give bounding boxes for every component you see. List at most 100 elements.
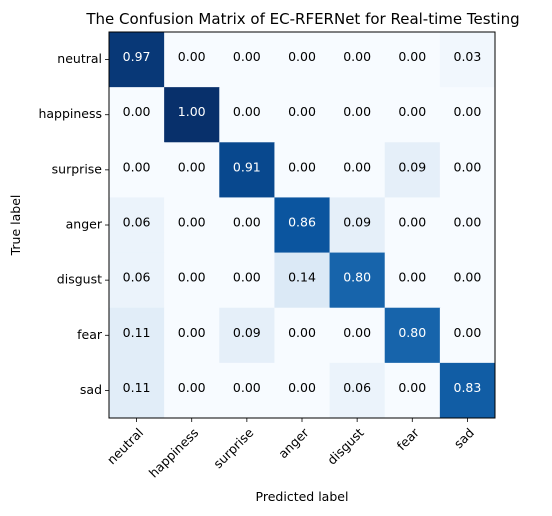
x-tick-label: fear: [394, 424, 423, 453]
heatmap-cell: [329, 87, 386, 143]
cell-value-label: 0.97: [123, 49, 151, 64]
chart-title: The Confusion Matrix of EC-RFERNet for R…: [85, 10, 519, 28]
cell-value-label: 0.00: [454, 159, 482, 174]
heatmap-cell: [109, 307, 165, 364]
cell-value-label: 0.00: [343, 104, 371, 119]
heatmap-cell: [274, 307, 331, 364]
heatmap-cell: [164, 87, 220, 143]
y-tick-label: anger: [66, 217, 103, 232]
x-tick-label: neutral: [104, 425, 146, 467]
cell-value-label: 0.00: [288, 159, 316, 174]
cell-value-label: 0.06: [123, 270, 151, 285]
cell-value-label: 0.00: [343, 49, 371, 64]
y-tick-label: neutral: [57, 51, 102, 66]
heatmap-cell: [384, 197, 441, 254]
heatmap-cell: [384, 87, 441, 143]
cell-value-label: 0.11: [123, 380, 151, 395]
cell-value-label: 0.00: [398, 380, 426, 395]
heatmap-cell: [219, 362, 275, 419]
heatmap-cell: [274, 87, 331, 143]
y-tick-label: surprise: [52, 161, 103, 176]
cell-value-label: 0.80: [398, 325, 426, 340]
cell-value-label: 0.06: [343, 380, 371, 395]
heatmap-cell: [439, 32, 496, 88]
heatmap-cell: [219, 252, 275, 309]
y-axis-ticks: neutral happiness surprise anger disgust fear…: [38, 51, 109, 397]
cell-value-label: 0.00: [233, 380, 261, 395]
heatmap-cells: [109, 32, 496, 419]
heatmap-cell: [109, 362, 165, 419]
heatmap-cell: [274, 252, 331, 309]
heatmap-cell: [219, 142, 275, 198]
y-tick-label: fear: [77, 327, 103, 342]
cell-value-label: 0.03: [454, 49, 482, 64]
cell-value-label: 0.00: [123, 159, 151, 174]
cell-value-label: 0.00: [233, 104, 261, 119]
cell-value-label: 0.09: [398, 159, 426, 174]
x-axis-ticks: neutral happiness surprise anger disgust fear…: [104, 418, 477, 481]
y-tick-label: sad: [80, 382, 102, 397]
heatmap-cell: [274, 32, 331, 88]
x-tick-label: surprise: [210, 425, 256, 471]
cell-value-label: 0.00: [178, 215, 206, 230]
cell-value-label: 0.00: [343, 159, 371, 174]
heatmap-cell: [164, 197, 220, 254]
heatmap-cell: [384, 32, 441, 88]
heatmap-cell: [164, 307, 220, 364]
cell-value-label: 0.00: [343, 325, 371, 340]
heatmap-cell: [109, 87, 165, 143]
heatmap-cell: [109, 142, 165, 198]
heatmap-cell: [439, 142, 496, 198]
y-axis-label: True label: [8, 195, 23, 257]
cell-value-label: 0.14: [288, 270, 316, 285]
cell-value-label: 0.00: [288, 380, 316, 395]
cell-value-label: 0.00: [398, 215, 426, 230]
cell-value-label: 0.00: [288, 49, 316, 64]
x-tick-label: anger: [275, 424, 312, 461]
heatmap-cell-labels: 0.97 0.00 0.00 0.00 0.00 0.00 0.03 0.00 1.00 0.00…: [123, 49, 482, 395]
cell-value-label: 0.86: [288, 215, 316, 230]
cell-value-label: 0.06: [123, 215, 151, 230]
heatmap-cell: [439, 197, 496, 254]
cell-value-label: 0.11: [123, 325, 151, 340]
cell-value-label: 0.00: [233, 49, 261, 64]
heatmap-cell: [164, 252, 220, 309]
heatmap-cell: [164, 32, 220, 88]
heatmap-cell: [439, 252, 496, 309]
cell-value-label: 0.00: [288, 325, 316, 340]
cell-value-label: 0.00: [178, 380, 206, 395]
heatmap-cell: [219, 197, 275, 254]
cell-value-label: 0.00: [454, 104, 482, 119]
cell-value-label: 0.00: [233, 270, 261, 285]
heatmap-cell: [329, 197, 386, 254]
cell-value-label: 0.00: [454, 325, 482, 340]
heatmap-cell: [329, 307, 386, 364]
heatmap-cell: [329, 362, 386, 419]
heatmap-cell: [274, 142, 331, 198]
cell-value-label: 0.00: [178, 325, 206, 340]
cell-value-label: 0.00: [454, 270, 482, 285]
cell-value-label: 0.83: [454, 380, 482, 395]
heatmap-cell: [219, 87, 275, 143]
cell-value-label: 0.00: [178, 49, 206, 64]
heatmap-cell: [384, 362, 441, 419]
heatmap-cell: [329, 252, 386, 309]
cell-value-label: 0.00: [398, 270, 426, 285]
y-tick-label: disgust: [57, 272, 102, 287]
heatmap-cell: [384, 142, 441, 198]
heatmap-cell: [384, 307, 441, 364]
heatmap-cell: [219, 307, 275, 364]
x-tick-label: happiness: [146, 425, 202, 481]
heatmap-cell: [109, 252, 165, 309]
cell-value-label: 0.00: [178, 270, 206, 285]
y-tick-label: happiness: [38, 106, 102, 121]
cell-value-label: 0.80: [343, 270, 371, 285]
heatmap-cell: [274, 362, 331, 419]
x-tick-label: disgust: [324, 425, 367, 468]
heatmap-cell: [329, 142, 386, 198]
x-axis-label: Predicted label: [256, 489, 349, 504]
x-tick-label: sad: [451, 425, 477, 451]
heatmap-cell: [109, 32, 165, 88]
heatmap-cell: [384, 252, 441, 309]
cell-value-label: 0.09: [233, 325, 261, 340]
